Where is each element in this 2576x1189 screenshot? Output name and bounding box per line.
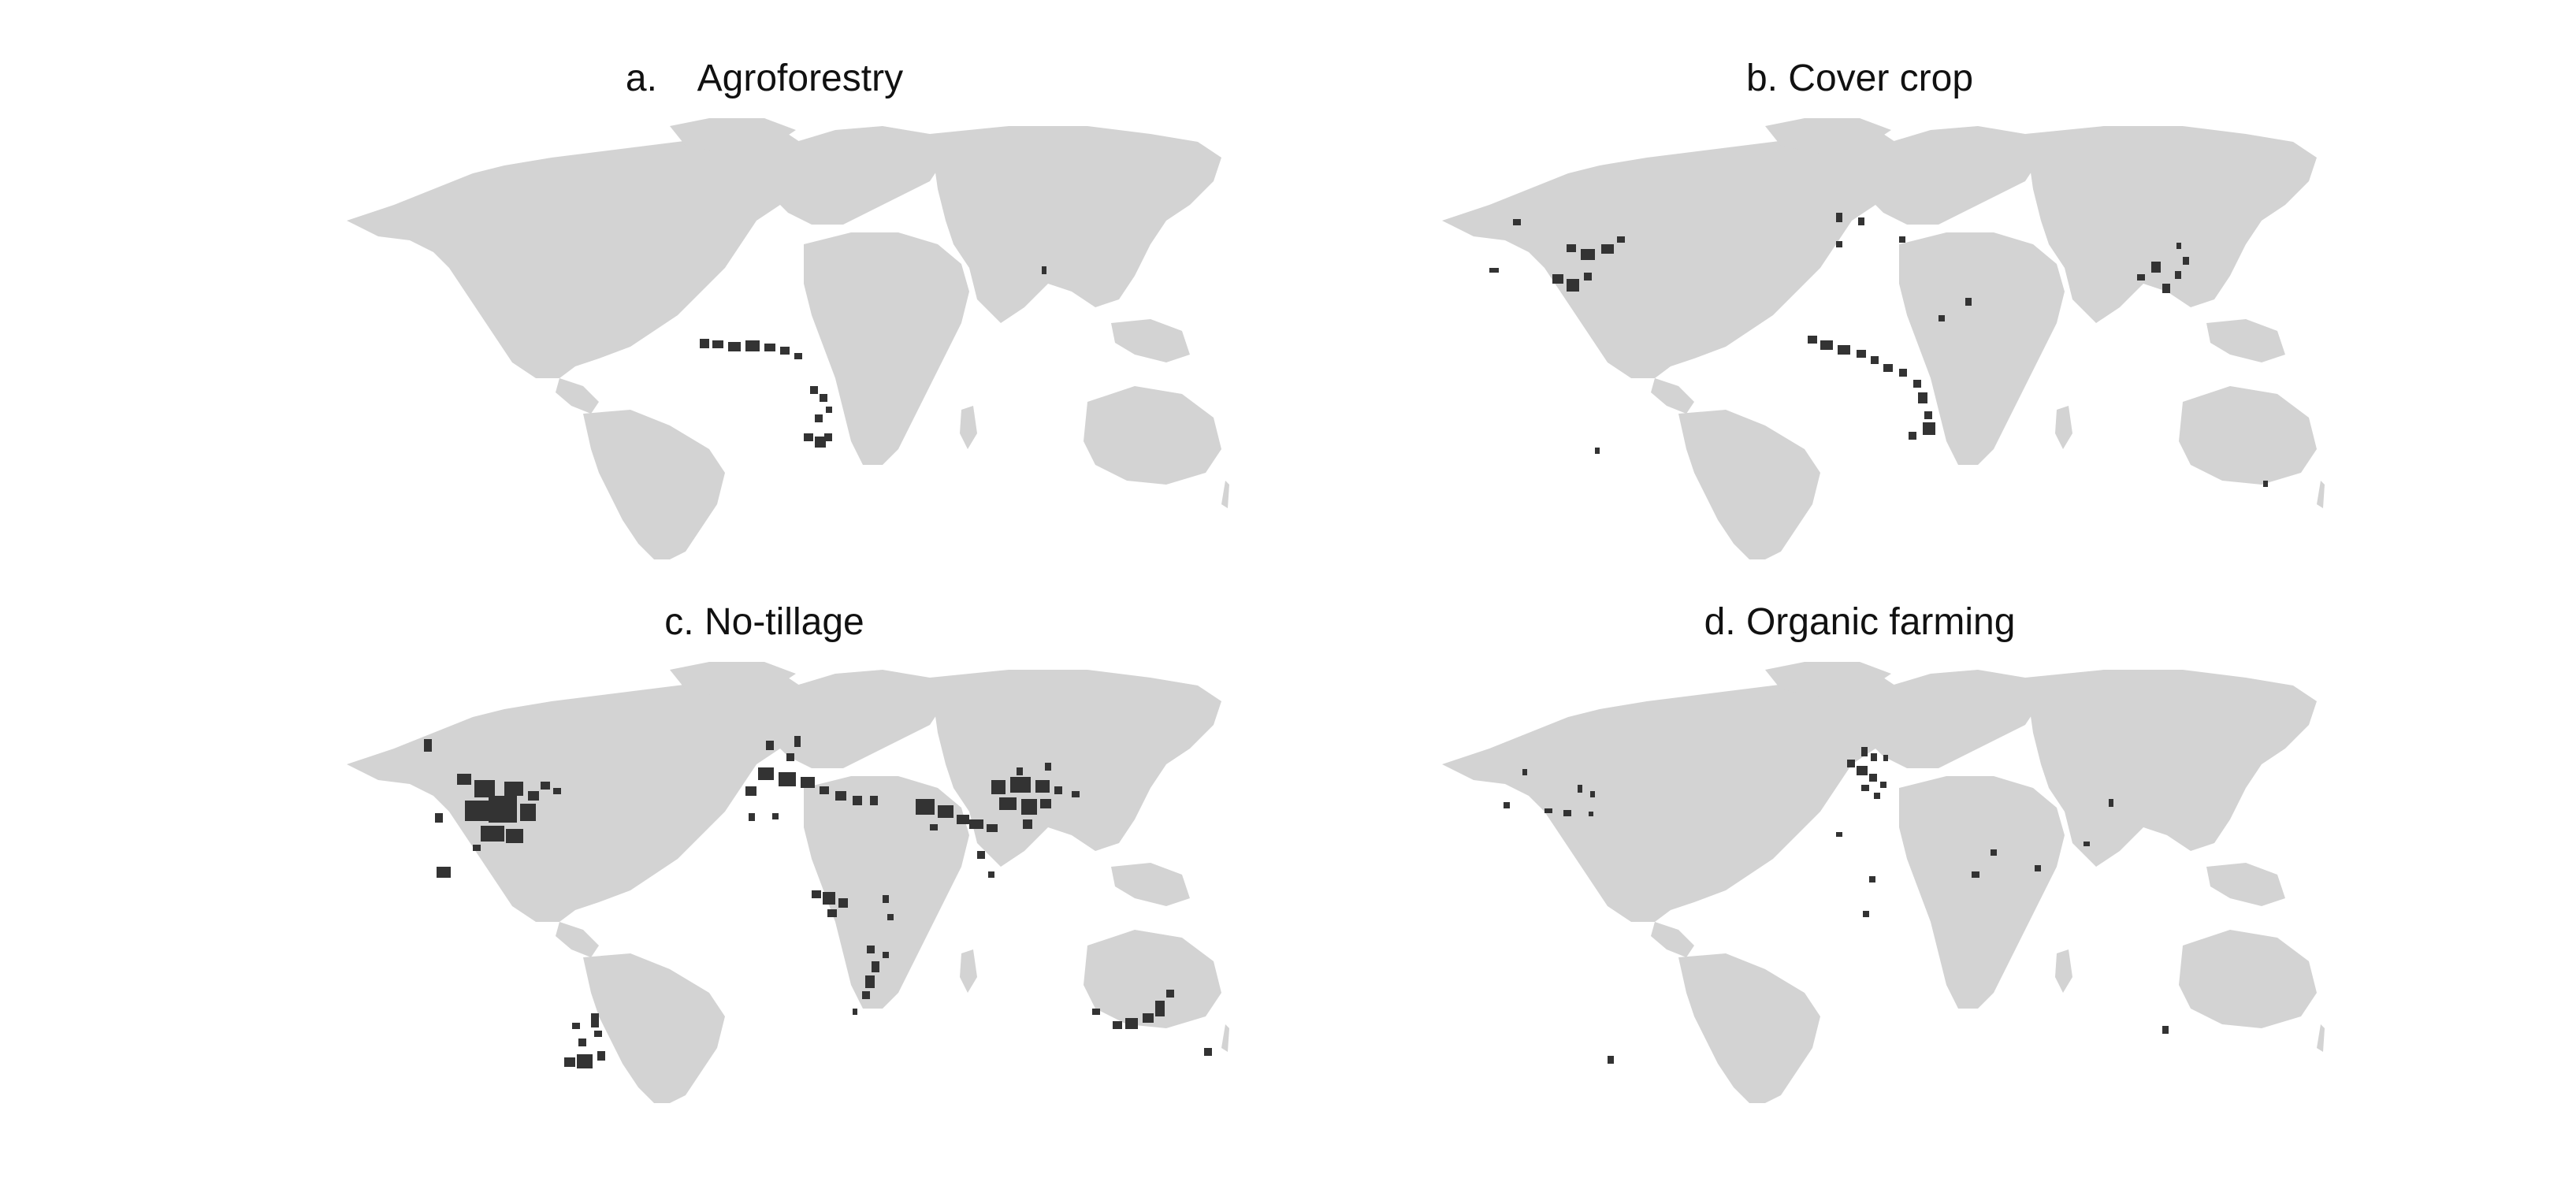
panel-organic-farming: d. Organic farming: [1395, 599, 2325, 1103]
panel-no-tillage: c. No-tillage: [299, 599, 1229, 1103]
panel-title: c. No-tillage: [664, 601, 864, 643]
world-map-agroforestry: [347, 118, 1229, 559]
land-layer: [1442, 118, 2325, 559]
panel-agroforestry: a. Agroforestry: [299, 55, 1229, 559]
hotspots-no-tillage: [424, 736, 1212, 1068]
land-layer: [347, 118, 1229, 559]
land-layer: [347, 662, 1229, 1103]
hotspots-organic-farming: [1504, 747, 2169, 1064]
panel-title: a. Agroforestry: [625, 58, 904, 99]
hotspots-cover-crop: [1489, 213, 2268, 487]
world-map-cover-crop: [1442, 118, 2325, 559]
hotspots-agroforestry: [700, 266, 1046, 448]
land-layer: [1442, 662, 2325, 1103]
world-map-no-tillage: [347, 662, 1229, 1103]
world-map-organic-farming: [1442, 662, 2325, 1103]
panel-title: d. Organic farming: [1704, 601, 2016, 643]
panel-cover-crop: b. Cover crop: [1395, 55, 2325, 559]
panel-title: b. Cover crop: [1745, 58, 1974, 99]
